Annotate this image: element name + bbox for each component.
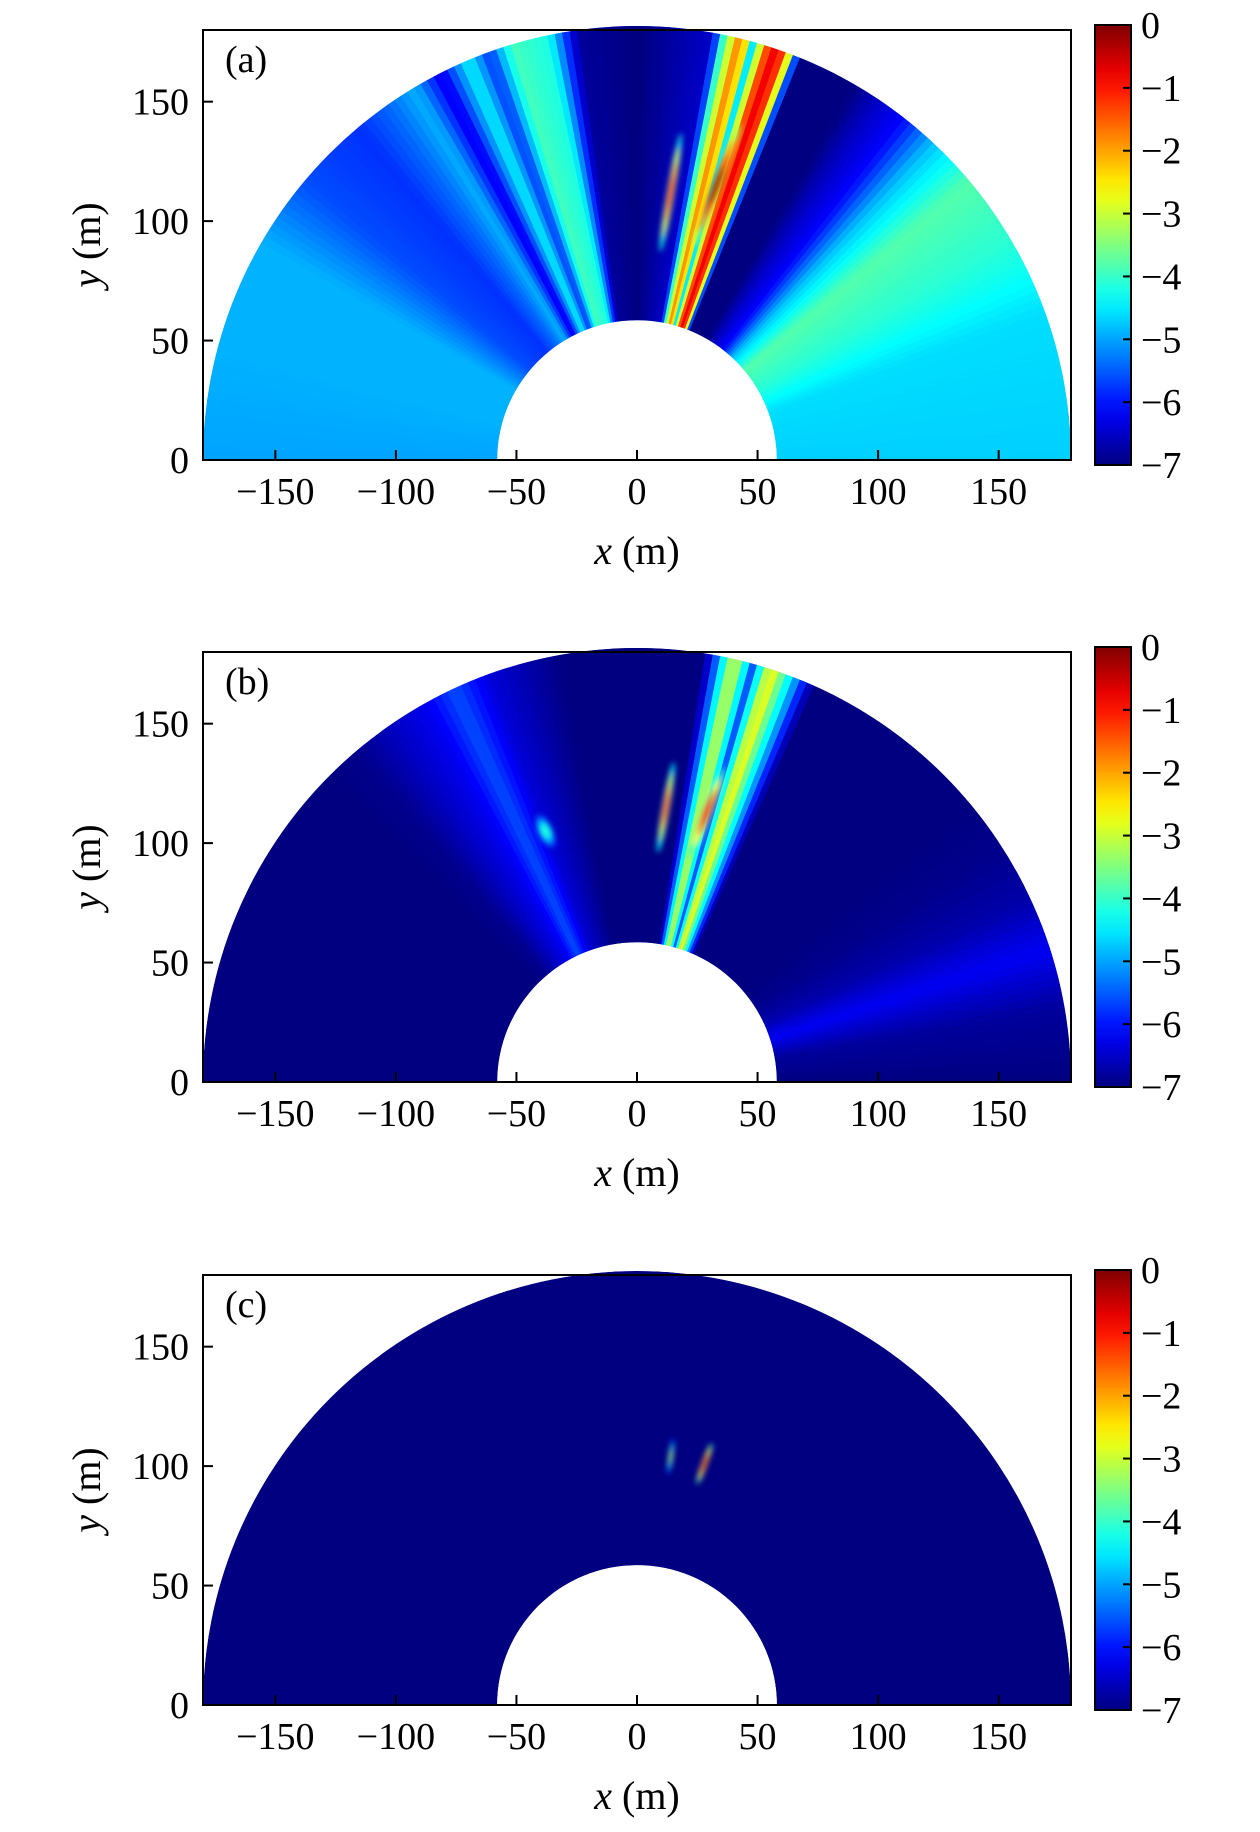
x-tick-label: 100 (850, 1716, 907, 1758)
hotspot (669, 1450, 673, 1463)
y-tick-label: 50 (151, 1566, 189, 1608)
hotspot (708, 166, 725, 204)
colorbar-tick-label: −4 (1141, 878, 1181, 920)
colorbar: 0 −1 −2 −3 −4 −5 −6 −7 (1094, 1250, 1181, 1732)
colorbar-tick-label: −7 (1141, 1067, 1181, 1109)
y-tick-label: 150 (132, 1327, 189, 1369)
y-tick-label: 0 (170, 1685, 189, 1727)
y-axis-label: y (m) (64, 202, 109, 292)
colorbar-tick-label: −2 (1141, 1376, 1181, 1418)
colorbar-tick-label: 0 (1141, 627, 1160, 669)
heatmap-background (203, 1271, 1071, 1705)
colorbar-tick-label: −3 (1141, 816, 1181, 858)
x-tick-label: 50 (739, 1093, 777, 1135)
angular-wedges (203, 26, 1071, 460)
y-tick-label: 100 (132, 823, 189, 865)
x-tick-label: −50 (487, 471, 546, 513)
x-tick-label: −150 (236, 1093, 314, 1135)
hotspot-group (533, 762, 725, 858)
y-tick-label: 150 (132, 82, 189, 124)
y-tick-label: 0 (170, 1062, 189, 1104)
x-tick-label: −100 (357, 471, 435, 513)
panel-label: (b) (225, 661, 269, 703)
colorbar-tick-label: −6 (1141, 1004, 1181, 1046)
x-tick-label: 100 (850, 471, 907, 513)
x-tick-label: 50 (739, 471, 777, 513)
colorbar-tick-label: −2 (1141, 131, 1181, 173)
colorbar-tick-label: −5 (1141, 941, 1181, 983)
colorbar-tick-label: −4 (1141, 1501, 1181, 1543)
x-tick-label: 150 (970, 1716, 1027, 1758)
x-tick-label: 0 (628, 471, 647, 513)
x-tick-label: 50 (739, 1716, 777, 1758)
y-tick-label: 50 (151, 321, 189, 363)
hotspot-group (659, 123, 741, 252)
y-tick-label: 50 (151, 943, 189, 985)
colorbar-tick-label: −7 (1141, 1690, 1181, 1732)
y-tick-label: 100 (132, 1446, 189, 1488)
colorbar-tick-label: −4 (1141, 256, 1181, 298)
x-axis-label: x (m) (593, 1773, 680, 1818)
colorbar-tick-label: −3 (1141, 1439, 1181, 1481)
colorbar-tick-label: −1 (1141, 690, 1181, 732)
colorbar-tick-label: −5 (1141, 1564, 1181, 1606)
hotspot (701, 1457, 708, 1470)
x-tick-label: −50 (487, 1093, 546, 1135)
x-tick-label: 150 (970, 1093, 1027, 1135)
colorbar: 0 −1 −2 −3 −4 −5 −6 −7 (1094, 627, 1181, 1109)
x-axis-label: x (m) (593, 528, 680, 573)
colorbar-gradient (1094, 24, 1132, 466)
hotspot (700, 798, 713, 826)
colorbar-tick-label: 0 (1141, 5, 1160, 47)
x-tick-label: −100 (357, 1093, 435, 1135)
colorbar-tick-label: −3 (1141, 194, 1181, 236)
x-tick-label: 0 (628, 1093, 647, 1135)
colorbar-tick-label: 0 (1141, 1250, 1160, 1292)
hotspot (662, 793, 670, 821)
hotspot (666, 174, 675, 211)
y-tick-label: 0 (170, 440, 189, 482)
colorbar-tick-label: −6 (1141, 1627, 1181, 1669)
y-tick-label: 150 (132, 704, 189, 746)
colorbar-gradient (1094, 646, 1132, 1088)
panel-label: (a) (225, 39, 267, 81)
heatmap-field (203, 648, 1071, 1082)
y-axis-label: y (m) (64, 824, 109, 914)
colorbar-tick-label: −1 (1141, 68, 1181, 110)
x-tick-label: 150 (970, 471, 1027, 513)
x-tick-label: −150 (236, 1716, 314, 1758)
heatmap-field (203, 1271, 1071, 1705)
panel-label: (c) (225, 1284, 267, 1326)
y-axis-label: y (m) (64, 1447, 109, 1537)
x-tick-label: 100 (850, 1093, 907, 1135)
colorbar-tick-label: −1 (1141, 1313, 1181, 1355)
colorbar-tick-label: −6 (1141, 382, 1181, 424)
colorbar-tick-label: −7 (1141, 445, 1181, 487)
heatmap-field (203, 26, 1071, 460)
angular-wedges (203, 648, 1071, 1082)
x-tick-label: 0 (628, 1716, 647, 1758)
x-tick-label: −150 (236, 471, 314, 513)
colorbar-tick-label: −5 (1141, 319, 1181, 361)
colorbar: 0 −1 −2 −3 −4 −5 −6 −7 (1094, 5, 1181, 487)
x-tick-label: −50 (487, 1716, 546, 1758)
hotspot-group (667, 1437, 713, 1485)
x-tick-label: −100 (357, 1716, 435, 1758)
colorbar-gradient (1094, 1269, 1132, 1711)
colorbar-tick-label: −2 (1141, 753, 1181, 795)
hotspot (540, 824, 551, 839)
y-tick-label: 100 (132, 201, 189, 243)
x-axis-label: x (m) (593, 1150, 680, 1195)
